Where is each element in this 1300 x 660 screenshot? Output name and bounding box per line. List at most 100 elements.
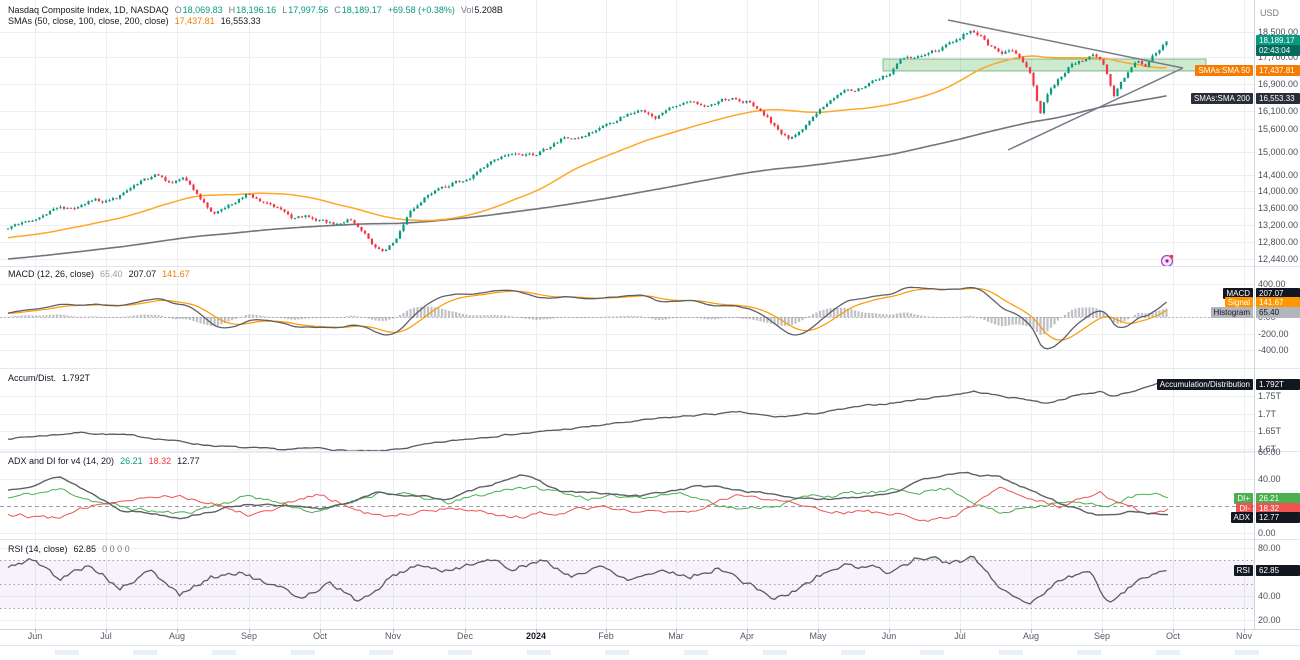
price-axis-tick[interactable]: -200.00 [1258,328,1289,339]
time-axis-label[interactable]: Apr [739,631,754,641]
time-axis-label[interactable]: Oct [1165,631,1180,641]
macd-indicator-title[interactable]: MACD (12, 26, close) [8,269,95,279]
currency-label: USD [1260,8,1280,18]
accum-dist-legend: Accum/Dist. 1.792T [8,373,90,384]
price-axis-tick[interactable]: 60.00 [1258,447,1281,457]
axis-badge-name: SMAs:SMA 50 [1195,64,1253,76]
macd-line-value: 207.07 [128,269,157,279]
price-axis-tick[interactable]: 80.00 [1258,543,1281,553]
price-axis-tick[interactable]: 17,700.00 [1258,52,1299,63]
rsi-legend: RSI (14, close) 62.85 0 0 0 0 [8,544,130,555]
price-axis-tick[interactable]: 15,000.00 [1258,146,1299,157]
axis-badge-name: Histogram [1210,306,1253,318]
low-label: L [282,5,288,15]
ohlc-open: O 18,069.83 [175,5,223,16]
high-value: 18,196.16 [236,5,277,15]
axis-badge-value: 62.85 [1256,564,1300,576]
price-axis-tick[interactable]: 14,400.00 [1258,170,1299,181]
ohlc-close: C 18,189.17 [334,5,382,16]
macd-legend: MACD (12, 26, close) 65.40 207.07 141.67 [8,269,190,280]
time-axis-label[interactable]: Nov [384,631,401,641]
axis-badge-value: 141.67 [1256,297,1300,308]
rsi-value: 62.85 [73,544,97,554]
price-axis-tick[interactable]: 13,200.00 [1258,219,1299,230]
ohlc-high: H 18,196.16 [229,5,277,16]
time-axis-label[interactable]: Feb [598,631,614,641]
accum-dist-indicator-title[interactable]: Accum/Dist. [8,373,57,383]
close-label: C [334,5,341,15]
time-axis-label[interactable]: Sep [1093,631,1110,641]
time-axis-label[interactable]: Sep [240,631,257,641]
axis-badge-name: Accumulation/Distribution [1156,378,1253,390]
axis-badge-value: 18,189.17 [1256,34,1300,46]
price-axis-tick[interactable]: 1.7T [1258,408,1277,419]
time-axis-label[interactable]: Aug [1022,631,1039,641]
axis-badge-name: ADX [1230,511,1253,523]
time-axis-label[interactable]: Nov [1235,631,1252,641]
axis-badge-name: SMAs:SMA 200 [1190,92,1253,104]
macd-hist-value: 65.40 [100,269,123,279]
price-axis-tick[interactable]: 12,440.00 [1258,253,1299,264]
price-axis-tick[interactable]: 1.75T [1258,391,1282,401]
price-axis-tick[interactable]: 20.00 [1258,615,1281,625]
axis-badge-value: 65.40 [1256,306,1300,318]
symbol-title[interactable]: Nasdaq Composite Index, 1D, NASDAQ [8,5,169,15]
price-axis-tick[interactable]: 1.6T [1258,443,1277,454]
axis-badge-name: DI- [1236,502,1253,514]
di-minus-value: 18.32 [148,456,172,466]
axis-badge-name: RSI [1233,564,1253,576]
volume: Vol 5.208B [461,5,503,16]
price-axis-tick[interactable]: 1.65T [1258,426,1282,436]
sma200-value: 16,553.33 [220,16,261,26]
time-axis-label[interactable]: 2024 [525,631,547,641]
adx-indicator-title[interactable]: ADX and DI for v4 (14, 20) [8,456,115,466]
time-axis-label[interactable]: Mar [668,631,684,641]
volume-value: 5.208B [474,5,503,15]
axis-badge-value: 1.792T [1256,378,1300,390]
price-axis-tick[interactable]: 14,000.00 [1258,186,1299,197]
axis-badge-value: 16,553.33 [1256,92,1300,104]
price-axis-tick[interactable]: 0.00 [1258,528,1276,538]
price-axis-tick[interactable]: 15,600.00 [1258,124,1299,135]
open-label: O [174,5,182,15]
ohlc-low: L 17,997.56 [282,5,328,16]
open-value: 18,069.83 [182,5,223,15]
sma50-value: 17,437.81 [174,16,215,26]
axis-badge-value: 26.21 [1256,492,1300,504]
time-axis-label[interactable]: Dec [456,631,473,641]
main-pane-legend: Nasdaq Composite Index, 1D, NASDAQ O 18,0… [8,5,503,16]
time-axis-label[interactable]: Jul [100,631,112,641]
price-axis-tick[interactable]: 12,800.00 [1258,237,1299,248]
axis-badge-name: Signal [1224,297,1253,308]
adx-value: 12.77 [177,456,200,466]
price-axis-tick[interactable]: 13,600.00 [1258,202,1299,213]
low-value: 17,997.56 [288,5,329,15]
time-axis-label[interactable]: Jul [954,631,966,641]
price-axis-tick[interactable]: 16,100.00 [1258,106,1299,117]
price-axis-tick[interactable]: 40.00 [1258,474,1281,484]
time-axis-label[interactable]: Jun [881,631,897,641]
axis-badge-value: 18.32 [1256,502,1300,514]
price-axis-tick[interactable]: 18,500.00 [1258,27,1299,37]
time-axis-label[interactable]: Jun [27,631,43,641]
sma-indicator-title[interactable]: SMAs (50, close, 100, close, 200, close) [8,16,169,26]
price-axis-tick[interactable]: 40.00 [1258,591,1281,601]
axis-badge-value: 02:43:04 [1256,45,1300,56]
price-axis-tick[interactable]: -400.00 [1258,345,1289,355]
time-axis-label[interactable]: Aug [168,631,185,641]
di-plus-value: 26.21 [120,456,143,466]
sma-legend: SMAs (50, close, 100, close, 200, close)… [8,16,261,27]
rsi-indicator-title[interactable]: RSI (14, close) [8,544,68,554]
change-value: +69.58 (+0.38%) [387,5,455,15]
price-axis-tick[interactable]: 16,900.00 [1258,78,1299,89]
volume-label: Vol [460,5,474,15]
axis-badge-value: 207.07 [1256,287,1300,299]
time-axis-label[interactable]: May [809,631,827,641]
rsi-extra-values: 0 0 0 0 [102,544,130,554]
high-label: H [228,5,236,15]
price-axis-tick[interactable]: 400.00 [1258,279,1286,289]
time-axis-label[interactable]: Oct [312,631,327,641]
